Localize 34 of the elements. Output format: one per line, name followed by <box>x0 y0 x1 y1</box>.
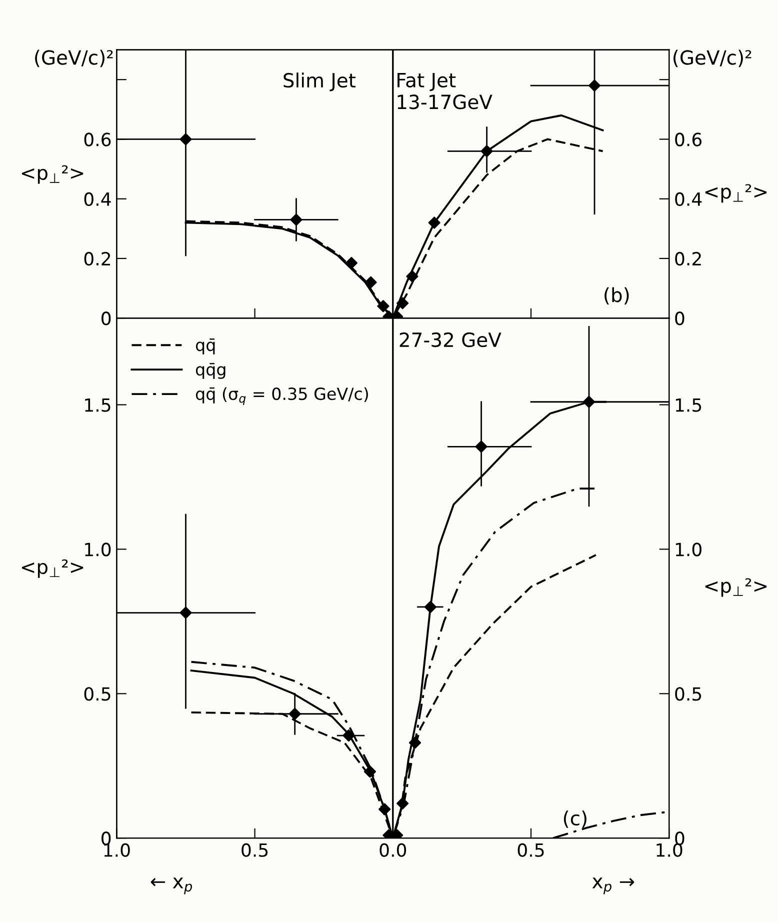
legend-label: qq̄ <box>196 338 215 354</box>
y-axis-title: <p$_{⊥}$²> <box>22 165 84 184</box>
y-tick-label: 0.2 <box>84 252 110 266</box>
y2-tick-label: 0 <box>675 312 684 326</box>
legend-label: qq̄g <box>196 363 226 379</box>
y2-axis-title: <p$_{⊥}$²> <box>705 578 767 597</box>
y-axis-title: <p$_{⊥}$²> <box>22 559 84 578</box>
y-tick-label: 1.5 <box>85 398 110 412</box>
y-tick-label: 0.5 <box>84 687 110 701</box>
x-tick-label: 0.0 <box>380 843 406 857</box>
x-tick-label: 0.5 <box>242 843 268 857</box>
text: x$_{p}$ → <box>592 878 634 894</box>
y2-axis-title: <p$_{⊥}$²> <box>705 184 767 203</box>
annotation: (b) <box>604 287 629 305</box>
legend-label: qq̄ (σ$_{q}$ = 0.35 GeV/c) <box>196 387 368 405</box>
y-tick-label: 0.6 <box>84 132 111 146</box>
y-tick-label: 1.0 <box>85 542 111 556</box>
y2-tick-label: 0.2 <box>675 252 701 266</box>
annotation: Slim Jet <box>284 72 356 92</box>
text: (GeV/c)² <box>674 50 752 68</box>
y2-tick-label: 1.0 <box>676 542 702 556</box>
annotation: Fat Jet 13-17GeV <box>398 73 492 110</box>
y-tick-label: 0 <box>102 312 111 326</box>
y2-tick-label: 1.5 <box>676 398 702 412</box>
y-tick-label: 0.4 <box>84 192 111 206</box>
y2-tick-label: 0.6 <box>675 132 702 146</box>
annotation: 27-32 GeV <box>400 332 502 348</box>
x-tick-label: 1.0 <box>656 843 682 857</box>
annotation: (c) <box>564 810 586 828</box>
text: ← x$_{p}$ <box>150 878 192 894</box>
y2-tick-label: 0.5 <box>675 687 702 701</box>
y2-tick-label: 0.4 <box>675 192 702 206</box>
x-tick-label: 0.5 <box>518 843 544 857</box>
text: (GeV/c)² <box>35 50 113 68</box>
